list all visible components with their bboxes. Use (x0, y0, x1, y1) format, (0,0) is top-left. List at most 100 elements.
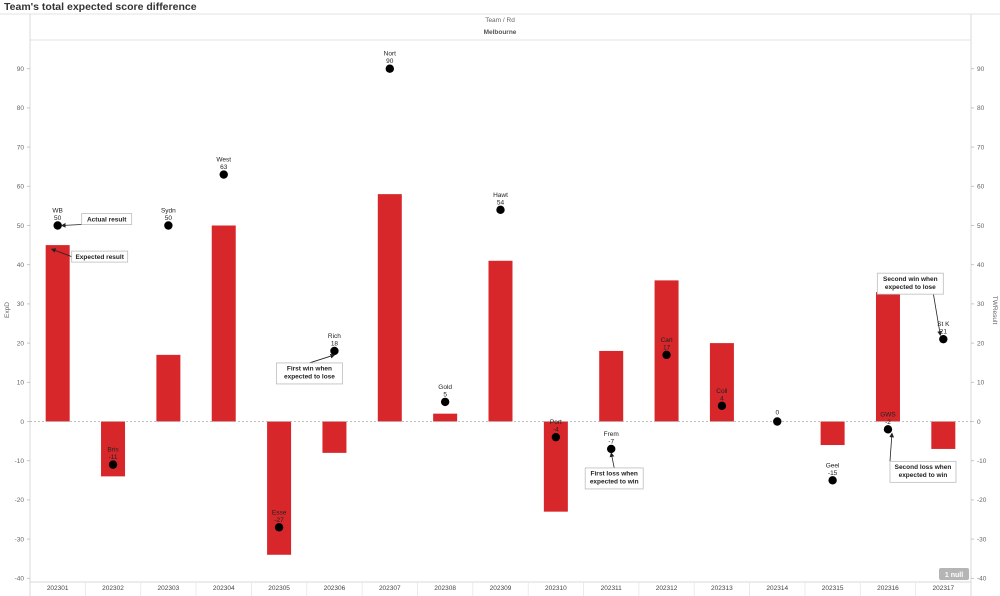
point-202317[interactable] (939, 334, 948, 344)
y-tick-label-left: 50 (17, 223, 25, 230)
point-team-label: Esse (272, 509, 287, 516)
annotation-text: Actual result (87, 216, 127, 223)
annotation-box (81, 213, 133, 225)
annotation-box (71, 250, 129, 263)
annotation-text: First loss when (591, 471, 638, 478)
annotation-text: First win when (287, 366, 332, 373)
y-tick-label-right: 30 (977, 301, 985, 308)
bar-202303[interactable] (156, 354, 181, 422)
point-value-label: -15 (828, 470, 838, 477)
x-tick-label-202316: 202316 (877, 585, 899, 592)
point-202307[interactable] (385, 64, 394, 73)
annotation-text: Second loss when (895, 464, 952, 471)
point-team-label: Frem (604, 431, 619, 438)
bar-202311[interactable] (599, 350, 624, 422)
chart-frame (0, 13, 1000, 596)
point-value-label: 50 (54, 215, 62, 222)
bar-202308[interactable] (433, 413, 458, 422)
annotation-text: Second win when (883, 276, 938, 283)
annotation-box (584, 467, 644, 490)
annotation-text: expected to win (899, 472, 948, 479)
null-badge[interactable]: 1 null (939, 568, 969, 580)
y-tick-label-right: 40 (977, 262, 985, 269)
point-202316[interactable] (883, 425, 893, 434)
bar-series (45, 194, 956, 555)
point-202312[interactable] (662, 350, 671, 360)
null-badge-text: 1 null (945, 572, 963, 579)
y-tick-label-left: -30 (15, 536, 25, 543)
y-tick-label-left: 30 (17, 301, 25, 308)
y-tick-label-left: -10 (15, 458, 25, 465)
annotation-arrow (60, 222, 82, 228)
y-tick-label-right: 90 (977, 66, 985, 73)
point-team-label: Geel (826, 462, 840, 469)
bar-202317[interactable] (931, 421, 956, 449)
point-202314[interactable] (773, 417, 782, 426)
y-tick-label-left: 60 (17, 184, 25, 191)
point-team-label: West (216, 157, 231, 164)
point-202304[interactable] (219, 170, 228, 179)
annotation-text: expected to win (590, 479, 639, 486)
point-202311[interactable] (607, 444, 616, 454)
y-tick-label-left: -20 (15, 497, 25, 504)
x-tick-label-202311: 202311 (601, 585, 623, 592)
point-202315[interactable] (828, 476, 837, 485)
annotation-box (876, 272, 944, 295)
x-tick-label-202317: 202317 (932, 585, 954, 592)
page-title: Team's total expected score difference (4, 1, 197, 13)
bar-202304[interactable] (211, 225, 236, 422)
point-202305[interactable] (274, 523, 284, 532)
y-tick-label-right: -40 (977, 576, 987, 583)
point-value-label: 18 (331, 340, 339, 347)
y-tick-label-left: -40 (15, 576, 25, 583)
y-axis-right: 90 80 70 60 50 40 30 20 10 0 -10 -20 -30 -40 (971, 66, 987, 583)
annotation-text: expected to lose (885, 284, 936, 291)
point-202313[interactable] (717, 401, 727, 411)
y-axis-left-title: ExpD (4, 302, 11, 318)
x-tick-label-202310: 202310 (545, 585, 567, 592)
point-value-label: 17 (663, 344, 671, 351)
x-tick-label-202308: 202308 (434, 585, 456, 592)
point-value-label: -27 (274, 517, 284, 524)
y-tick-label-right: -10 (977, 458, 987, 465)
x-tick-label-202314: 202314 (766, 585, 788, 592)
y-tick-label-left: 20 (17, 340, 25, 347)
point-202302[interactable] (108, 460, 118, 469)
y-tick-label-left: 40 (17, 262, 25, 269)
point-series: WB50Bris-11Sydn50West63Esse-27Rich18Nort… (52, 51, 950, 532)
point-team-label: Sydn (161, 208, 176, 215)
point-202303[interactable] (164, 221, 173, 230)
point-202308[interactable] (440, 397, 450, 407)
y-tick-label-left: 0 (20, 419, 24, 426)
x-tick-label-202309: 202309 (490, 585, 512, 592)
point-202301[interactable] (53, 221, 62, 230)
annotations: Actual result Expected result First win wh… (50, 213, 957, 490)
x-tick-label-202302: 202302 (102, 585, 124, 592)
bar-202307[interactable] (377, 194, 402, 422)
point-value-label: -7 (608, 438, 614, 445)
point-202310[interactable] (551, 432, 561, 442)
bar-202316[interactable] (875, 292, 900, 422)
x-tick-label-202315: 202315 (822, 585, 844, 592)
bar-202306[interactable] (322, 421, 347, 453)
x-tick-label-202313: 202313 (711, 585, 733, 592)
point-202309[interactable] (496, 205, 505, 215)
point-value-label: 90 (386, 58, 394, 65)
point-value-label: -2 (885, 419, 891, 426)
x-tick-label-202305: 202305 (268, 585, 290, 592)
point-team-label: WB (52, 208, 62, 215)
point-202306[interactable] (330, 346, 339, 356)
point-value-label: 5 (443, 391, 447, 398)
annotation-arrow (309, 353, 336, 364)
bar-202309[interactable] (488, 260, 513, 422)
x-tick-label-202306: 202306 (324, 585, 346, 592)
y-tick-label-right: 20 (977, 340, 985, 347)
bar-202315[interactable] (820, 421, 845, 446)
annotation-callout: Actual result (60, 213, 133, 228)
y-tick-label-left: 90 (17, 66, 25, 73)
bar-202301[interactable] (45, 245, 70, 422)
bar-202305[interactable] (267, 421, 292, 555)
